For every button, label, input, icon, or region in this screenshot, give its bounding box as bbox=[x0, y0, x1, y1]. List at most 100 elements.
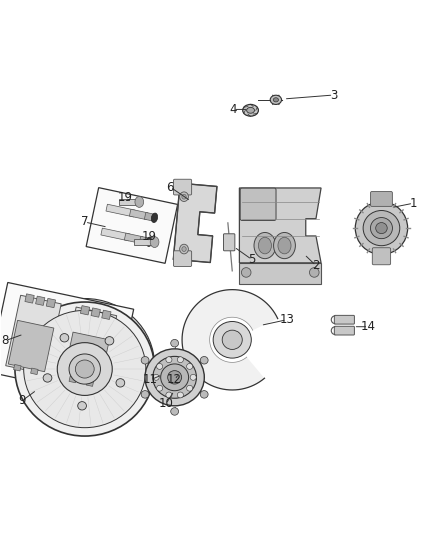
Bar bbox=[69, 376, 77, 383]
Bar bbox=[8, 320, 54, 372]
Polygon shape bbox=[182, 289, 278, 390]
Bar bbox=[139, 236, 150, 245]
Ellipse shape bbox=[278, 237, 291, 254]
Ellipse shape bbox=[150, 237, 159, 247]
Ellipse shape bbox=[69, 354, 100, 384]
Ellipse shape bbox=[43, 374, 52, 382]
Ellipse shape bbox=[247, 107, 254, 113]
Text: 2: 2 bbox=[312, 259, 320, 272]
Ellipse shape bbox=[168, 370, 182, 384]
Ellipse shape bbox=[146, 237, 152, 246]
Bar bbox=[86, 380, 94, 386]
Ellipse shape bbox=[200, 391, 208, 398]
Ellipse shape bbox=[75, 360, 94, 378]
Bar bbox=[91, 308, 100, 317]
Text: 14: 14 bbox=[361, 320, 376, 333]
FancyBboxPatch shape bbox=[371, 191, 392, 206]
FancyBboxPatch shape bbox=[173, 179, 192, 195]
Ellipse shape bbox=[105, 337, 114, 345]
Bar bbox=[6, 295, 61, 374]
Bar bbox=[31, 368, 38, 375]
Ellipse shape bbox=[15, 298, 155, 433]
Ellipse shape bbox=[182, 247, 186, 252]
FancyBboxPatch shape bbox=[372, 248, 391, 265]
Ellipse shape bbox=[157, 385, 162, 391]
Ellipse shape bbox=[171, 340, 179, 347]
Bar bbox=[25, 294, 34, 303]
Ellipse shape bbox=[190, 374, 196, 380]
Text: 7: 7 bbox=[81, 215, 88, 229]
Polygon shape bbox=[240, 263, 321, 284]
Bar bbox=[64, 332, 110, 384]
Bar bbox=[0, 282, 134, 399]
Bar bbox=[81, 305, 90, 315]
Text: 8: 8 bbox=[2, 334, 9, 347]
Bar bbox=[35, 296, 45, 305]
FancyBboxPatch shape bbox=[240, 188, 276, 221]
Ellipse shape bbox=[15, 302, 155, 436]
Ellipse shape bbox=[166, 392, 172, 398]
Text: 4: 4 bbox=[230, 103, 237, 116]
Bar bbox=[61, 307, 117, 386]
Text: 9: 9 bbox=[18, 394, 26, 407]
Ellipse shape bbox=[116, 378, 125, 387]
Ellipse shape bbox=[60, 334, 69, 342]
Ellipse shape bbox=[376, 223, 387, 233]
Text: 6: 6 bbox=[166, 181, 174, 193]
Ellipse shape bbox=[258, 237, 272, 254]
Bar bbox=[130, 209, 148, 220]
Ellipse shape bbox=[310, 268, 319, 277]
Ellipse shape bbox=[222, 330, 242, 350]
Ellipse shape bbox=[363, 211, 400, 246]
Bar bbox=[119, 199, 141, 205]
Ellipse shape bbox=[371, 217, 392, 239]
Text: 12: 12 bbox=[167, 374, 182, 386]
Polygon shape bbox=[240, 188, 321, 263]
Ellipse shape bbox=[200, 357, 208, 364]
Bar bbox=[102, 310, 111, 319]
FancyBboxPatch shape bbox=[223, 234, 235, 251]
Bar bbox=[46, 298, 56, 308]
Ellipse shape bbox=[24, 310, 146, 427]
Ellipse shape bbox=[161, 364, 189, 391]
Bar bbox=[86, 188, 178, 263]
Bar bbox=[14, 365, 21, 371]
Ellipse shape bbox=[187, 364, 193, 369]
Bar bbox=[101, 228, 130, 241]
Text: 11: 11 bbox=[143, 374, 158, 386]
Ellipse shape bbox=[78, 402, 86, 410]
Ellipse shape bbox=[157, 364, 162, 369]
Bar bbox=[124, 233, 143, 244]
Ellipse shape bbox=[243, 104, 258, 116]
Ellipse shape bbox=[241, 268, 251, 277]
Ellipse shape bbox=[182, 195, 186, 199]
Ellipse shape bbox=[177, 357, 184, 362]
Ellipse shape bbox=[177, 392, 184, 398]
Ellipse shape bbox=[145, 349, 204, 406]
Ellipse shape bbox=[153, 374, 159, 380]
Bar bbox=[106, 204, 135, 217]
Ellipse shape bbox=[355, 201, 408, 254]
Ellipse shape bbox=[171, 408, 179, 415]
Ellipse shape bbox=[152, 213, 158, 223]
Text: 1: 1 bbox=[410, 197, 417, 209]
Text: 19: 19 bbox=[142, 230, 157, 244]
Text: 10: 10 bbox=[159, 398, 173, 410]
Ellipse shape bbox=[141, 391, 149, 398]
Ellipse shape bbox=[273, 98, 279, 102]
Ellipse shape bbox=[135, 197, 144, 207]
Text: 19: 19 bbox=[118, 191, 133, 204]
FancyBboxPatch shape bbox=[334, 326, 354, 335]
Ellipse shape bbox=[187, 385, 193, 391]
Ellipse shape bbox=[166, 357, 172, 362]
Ellipse shape bbox=[180, 244, 188, 254]
Ellipse shape bbox=[57, 343, 112, 395]
Ellipse shape bbox=[213, 321, 251, 358]
Bar bbox=[134, 239, 156, 245]
Text: 13: 13 bbox=[279, 313, 294, 326]
Ellipse shape bbox=[254, 232, 276, 259]
Ellipse shape bbox=[270, 95, 282, 104]
Ellipse shape bbox=[141, 357, 149, 364]
FancyBboxPatch shape bbox=[173, 251, 192, 266]
Text: 5: 5 bbox=[248, 253, 255, 266]
